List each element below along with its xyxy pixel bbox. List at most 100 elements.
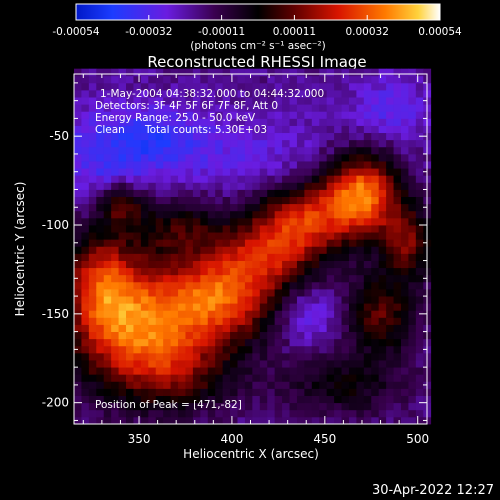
heatmap-cell bbox=[207, 225, 216, 233]
heatmap-cell bbox=[230, 182, 238, 190]
heatmap-cell bbox=[118, 125, 127, 134]
heatmap-cell bbox=[200, 225, 209, 233]
heatmap-cell bbox=[304, 402, 313, 411]
heatmap-cell bbox=[274, 331, 283, 340]
heatmap-cell bbox=[252, 374, 261, 382]
heatmap-cell bbox=[163, 111, 172, 119]
heatmap-cell bbox=[126, 267, 134, 276]
heatmap-cell bbox=[334, 111, 342, 119]
heatmap-cell bbox=[118, 104, 127, 112]
heatmap-cell bbox=[408, 111, 417, 119]
heatmap-cell bbox=[319, 97, 328, 105]
axes: 350 400 450 500-50-100-150-200 bbox=[42, 74, 429, 446]
heatmap-cell bbox=[185, 317, 194, 325]
heatmap-cell bbox=[356, 82, 365, 91]
heatmap-cell bbox=[386, 246, 394, 254]
heatmap-cell bbox=[163, 104, 172, 112]
heatmap-cell bbox=[311, 317, 320, 325]
heatmap-cell bbox=[118, 89, 127, 98]
heatmap-cell bbox=[185, 402, 194, 411]
heatmap-cell bbox=[334, 402, 342, 411]
heatmap-cell bbox=[244, 82, 253, 91]
heatmap-cell bbox=[371, 338, 380, 347]
heatmap-cell bbox=[163, 182, 172, 190]
heatmap-cell bbox=[267, 161, 276, 169]
heatmap-cell bbox=[148, 97, 157, 105]
heatmap-cell bbox=[341, 317, 350, 325]
heatmap-cell bbox=[252, 182, 261, 190]
heatmap-cell bbox=[252, 232, 261, 240]
heatmap-cell bbox=[200, 139, 209, 148]
heatmap-cell bbox=[118, 146, 127, 155]
heatmap-cell bbox=[81, 281, 90, 290]
heatmap-cell bbox=[334, 331, 342, 340]
heatmap-cell bbox=[341, 267, 350, 276]
heatmap-cell bbox=[341, 217, 350, 226]
heatmap-cell bbox=[289, 104, 298, 112]
heatmap-cell bbox=[326, 232, 335, 240]
heatmap-cell bbox=[304, 303, 313, 311]
heatmap-cell bbox=[148, 82, 157, 91]
heatmap-cell bbox=[148, 367, 157, 375]
heatmap-cell bbox=[259, 168, 268, 176]
heatmap-cell bbox=[215, 296, 224, 304]
heatmap-cell bbox=[348, 352, 357, 361]
heatmap-cell bbox=[178, 225, 186, 233]
heatmap-cell bbox=[81, 310, 90, 318]
heatmap-cell bbox=[326, 281, 335, 290]
heatmap-cell bbox=[215, 196, 224, 205]
heatmap-cell bbox=[311, 89, 320, 98]
heatmap-cell bbox=[371, 153, 380, 162]
heatmap-cell bbox=[222, 146, 231, 155]
heatmap-cell bbox=[81, 232, 90, 240]
heatmap-cell bbox=[163, 75, 172, 84]
heatmap-cell bbox=[415, 317, 424, 325]
heatmap-cell bbox=[192, 97, 201, 105]
heatmap-cell bbox=[259, 111, 268, 119]
heatmap-cell bbox=[319, 125, 328, 134]
heatmap-cell bbox=[378, 161, 387, 169]
heatmap-cell bbox=[103, 239, 112, 247]
heatmap-cell bbox=[267, 125, 276, 134]
heatmap-cell bbox=[96, 203, 105, 212]
heatmap-cell bbox=[356, 68, 365, 77]
heatmap-cell bbox=[259, 274, 268, 283]
heatmap-cell bbox=[296, 352, 305, 361]
heatmap-cell bbox=[282, 104, 290, 112]
heatmap-cell bbox=[393, 338, 402, 347]
heatmap-cell bbox=[386, 75, 394, 84]
heatmap-cell bbox=[252, 104, 261, 112]
heatmap-cell bbox=[244, 402, 253, 411]
heatmap-cell bbox=[334, 239, 342, 247]
heatmap-cell bbox=[74, 104, 82, 112]
heatmap-cell bbox=[304, 232, 313, 240]
heatmap-cell bbox=[215, 267, 224, 276]
heatmap-cell bbox=[200, 246, 209, 254]
heatmap-cell bbox=[192, 388, 201, 396]
heatmap-cell bbox=[163, 68, 172, 77]
heatmap-cell bbox=[363, 324, 372, 333]
heatmap-cell bbox=[111, 345, 119, 354]
heatmap-cell bbox=[267, 381, 276, 389]
heatmap-cell bbox=[163, 288, 172, 297]
heatmap-cell bbox=[103, 281, 112, 290]
heatmap-cell bbox=[326, 296, 335, 304]
heatmap-cell bbox=[88, 68, 97, 77]
heatmap-cell bbox=[408, 217, 417, 226]
heatmap-cell bbox=[81, 360, 90, 368]
heatmap-cell bbox=[185, 139, 194, 148]
heatmap-cell bbox=[415, 381, 424, 389]
heatmap-cell bbox=[408, 97, 417, 105]
heatmap-cell bbox=[371, 125, 380, 134]
heatmap-cell bbox=[222, 402, 231, 411]
heatmap-cell bbox=[170, 352, 179, 361]
heatmap-cell bbox=[207, 132, 216, 141]
heatmap-cell bbox=[408, 89, 417, 98]
heatmap-cell bbox=[148, 324, 157, 333]
heatmap-cell bbox=[326, 89, 335, 98]
heatmap-cell bbox=[274, 175, 283, 183]
heatmap-cell bbox=[133, 360, 142, 368]
heatmap-cell bbox=[311, 75, 320, 84]
heatmap-cell bbox=[207, 381, 216, 389]
heatmap-cell bbox=[148, 338, 157, 347]
